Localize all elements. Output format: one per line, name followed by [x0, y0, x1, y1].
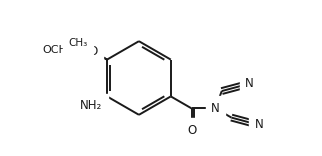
Text: O: O	[87, 44, 96, 57]
Text: CH₃: CH₃	[69, 38, 88, 48]
Text: N: N	[255, 118, 263, 131]
Text: O: O	[187, 124, 196, 137]
Text: N: N	[211, 102, 220, 115]
Text: NH₂: NH₂	[80, 99, 102, 112]
Text: OCH₃: OCH₃	[42, 45, 72, 55]
Text: N: N	[245, 78, 254, 90]
Text: O: O	[88, 45, 97, 58]
